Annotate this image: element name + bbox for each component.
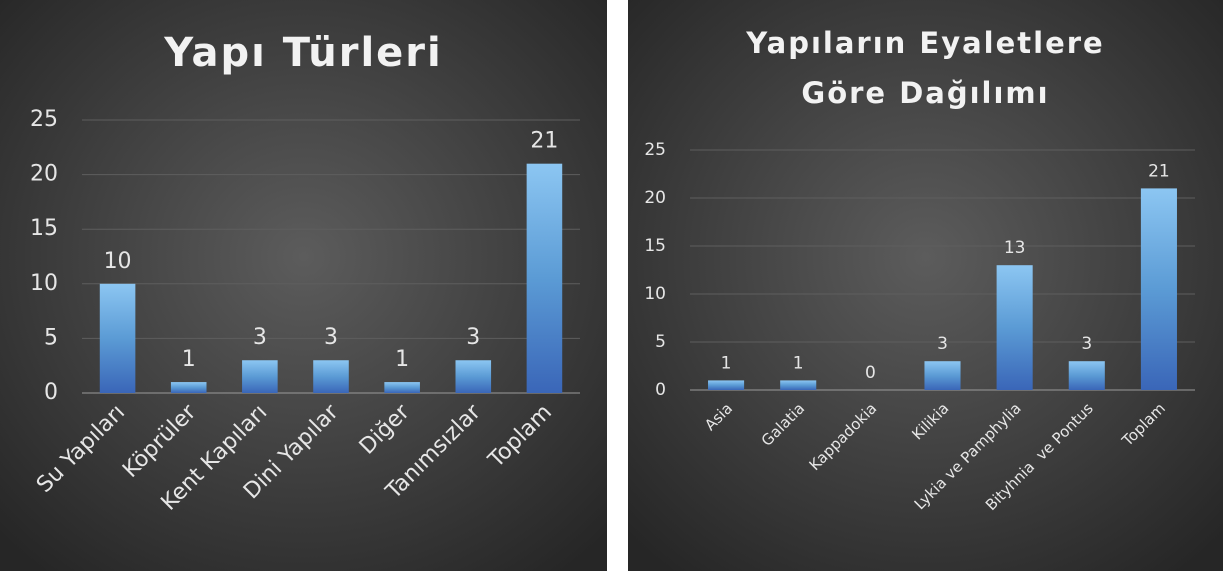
chart-title: Göre Dağılımı — [801, 76, 1049, 110]
bar — [924, 361, 961, 390]
value-label: 21 — [530, 129, 558, 154]
value-label: 3 — [937, 334, 948, 354]
value-label: 1 — [793, 353, 804, 373]
value-label: 0 — [865, 363, 876, 383]
value-label: 3 — [466, 325, 480, 350]
y-tick-label: 0 — [655, 380, 666, 400]
bar — [1140, 188, 1177, 390]
value-label: 10 — [104, 249, 132, 274]
bar — [313, 360, 349, 393]
chart-title: Yapı Türleri — [163, 30, 443, 76]
bar — [170, 382, 207, 393]
bar — [384, 382, 420, 393]
background — [628, 0, 1223, 571]
bar — [526, 163, 563, 393]
value-label: 1 — [182, 347, 196, 372]
y-tick-label: 5 — [655, 332, 666, 352]
bar — [455, 360, 492, 393]
y-tick-label: 25 — [644, 140, 666, 160]
bar — [996, 265, 1033, 390]
bar — [99, 283, 136, 393]
y-tick-label: 20 — [644, 188, 666, 208]
bar — [780, 380, 817, 390]
y-tick-label: 20 — [30, 162, 58, 187]
bar — [242, 360, 278, 393]
value-label: 3 — [1081, 334, 1092, 354]
value-label: 13 — [1004, 238, 1026, 258]
y-tick-label: 10 — [30, 271, 58, 296]
bar — [708, 380, 745, 390]
y-tick-label: 0 — [44, 380, 58, 405]
background — [0, 0, 607, 571]
y-tick-label: 15 — [30, 216, 58, 241]
y-tick-label: 15 — [644, 236, 666, 256]
y-tick-label: 5 — [44, 325, 58, 350]
value-label: 3 — [324, 325, 338, 350]
value-label: 3 — [253, 325, 267, 350]
bar — [1068, 361, 1105, 390]
y-tick-label: 10 — [644, 284, 666, 304]
value-label: 1 — [395, 347, 409, 372]
value-label: 1 — [721, 353, 732, 373]
y-tick-label: 25 — [30, 107, 58, 132]
value-label: 21 — [1148, 161, 1170, 181]
chart-title: Yapıların Eyaletlere — [745, 26, 1104, 60]
